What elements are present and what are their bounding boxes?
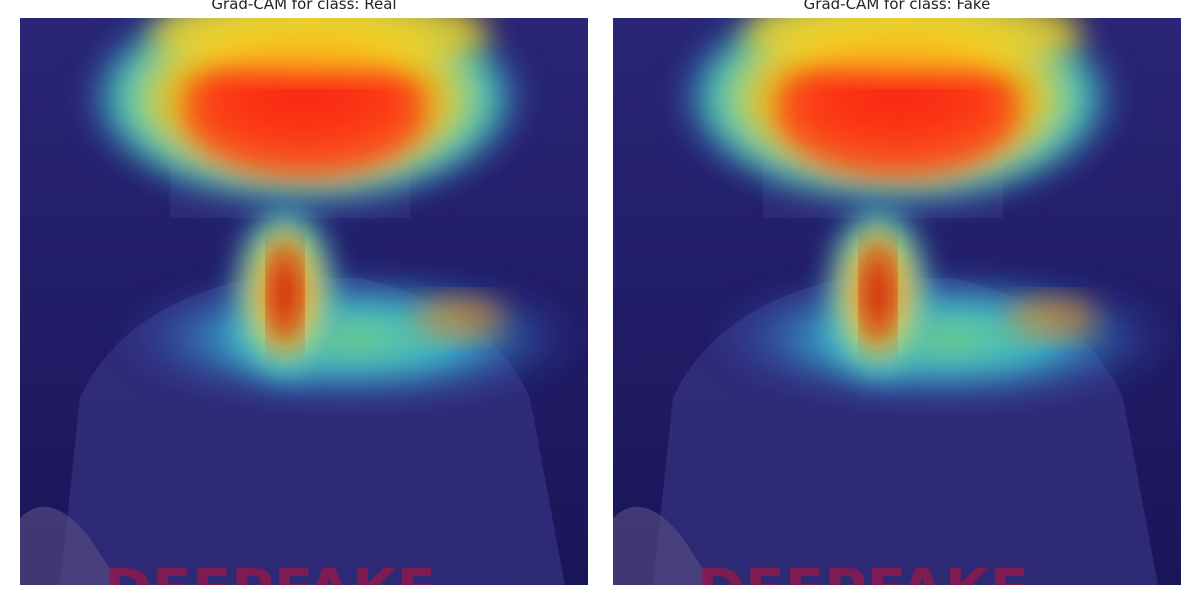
heatmap-image-real: DEEPFAKE <box>20 18 588 585</box>
watermark-text-fake: DEEPFAKE <box>697 556 1029 585</box>
panel-title-real: Grad-CAM for class: Real <box>211 0 397 13</box>
heatmap-image-fake: DEEPFAKE <box>613 18 1181 585</box>
gradcam-panel-real: Grad-CAM for class: Real <box>20 0 588 590</box>
gradcam-panel-fake: Grad-CAM for class: Fake <box>613 0 1181 590</box>
gradcam-overlay-real: DEEPFAKE <box>20 18 588 585</box>
panel-title-fake: Grad-CAM for class: Fake <box>803 0 991 13</box>
gradcam-overlay-fake: DEEPFAKE <box>613 18 1181 585</box>
watermark-text-real: DEEPFAKE <box>104 556 436 585</box>
